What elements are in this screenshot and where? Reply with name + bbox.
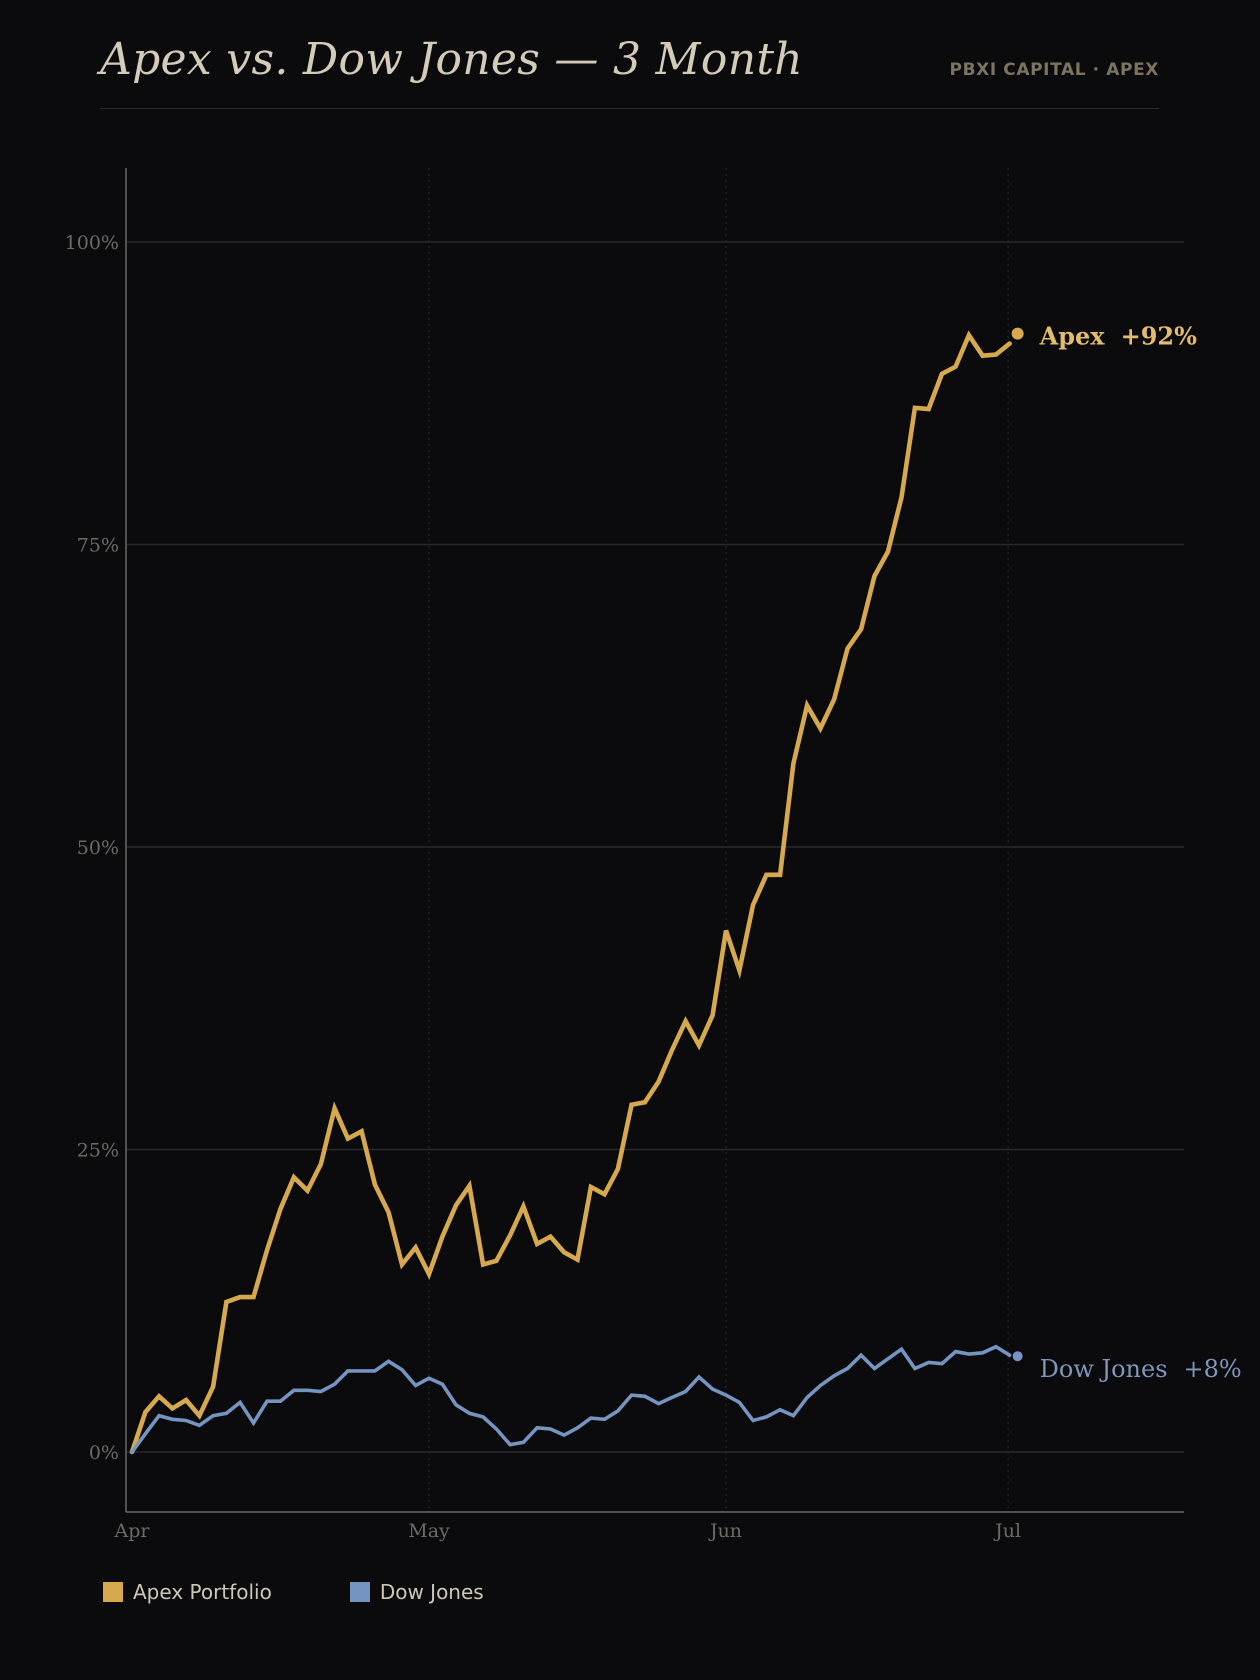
series-layer (129, 330, 1012, 1455)
header-divider (100, 108, 1159, 109)
page-title: Apex vs. Dow Jones — 3 Month (100, 34, 803, 85)
y-tick-label: 0% (89, 1442, 119, 1464)
legend: Apex Portfolio Dow Jones (103, 1580, 562, 1604)
x-tick-label: May (408, 1520, 450, 1542)
dow-jones-end-label-name: Dow Jones (1040, 1355, 1168, 1383)
apex-end-label-value: +92% (1121, 322, 1198, 351)
grid-layer (126, 168, 1184, 1512)
legend-label-apex: Apex Portfolio (133, 1580, 272, 1604)
dow-jones-end-label: Dow Jones +8% (1040, 1355, 1242, 1383)
y-tick-label: 100% (65, 232, 119, 254)
legend-item-dow: Dow Jones (349, 1580, 484, 1604)
apex-end-label-name: Apex (1039, 322, 1106, 351)
dow-jones-end-marker (1012, 1351, 1023, 1362)
legend-label-dow: Dow Jones (379, 1580, 484, 1604)
x-tick-label: Jun (708, 1520, 742, 1542)
apex-end-marker (1011, 327, 1024, 340)
legend-swatch-apex (103, 1582, 123, 1602)
dow-jones-end-label-value: +8% (1184, 1355, 1242, 1383)
y-tick-label: 75% (77, 535, 119, 557)
brand-label: PBXI CAPITAL · APEX (949, 60, 1159, 80)
axis-layer: 0% 25% 50% 75% 100% Apr May Jun Jul (65, 168, 1184, 1542)
legend-swatch-dow (349, 1582, 370, 1602)
x-tick-label: Apr (114, 1520, 151, 1542)
y-tick-label: 50% (77, 837, 119, 859)
dow-jones-series-line (130, 1344, 1012, 1454)
apex-end-label: Apex +92% (1039, 322, 1197, 351)
y-tick-label: 25% (77, 1140, 119, 1162)
legend-item-apex: Apex Portfolio (103, 1580, 272, 1604)
x-tick-label: Jul (993, 1520, 1021, 1542)
apex-series-line (129, 330, 1012, 1455)
label-layer: Apex +92% Dow Jones +8% (1011, 322, 1242, 1383)
